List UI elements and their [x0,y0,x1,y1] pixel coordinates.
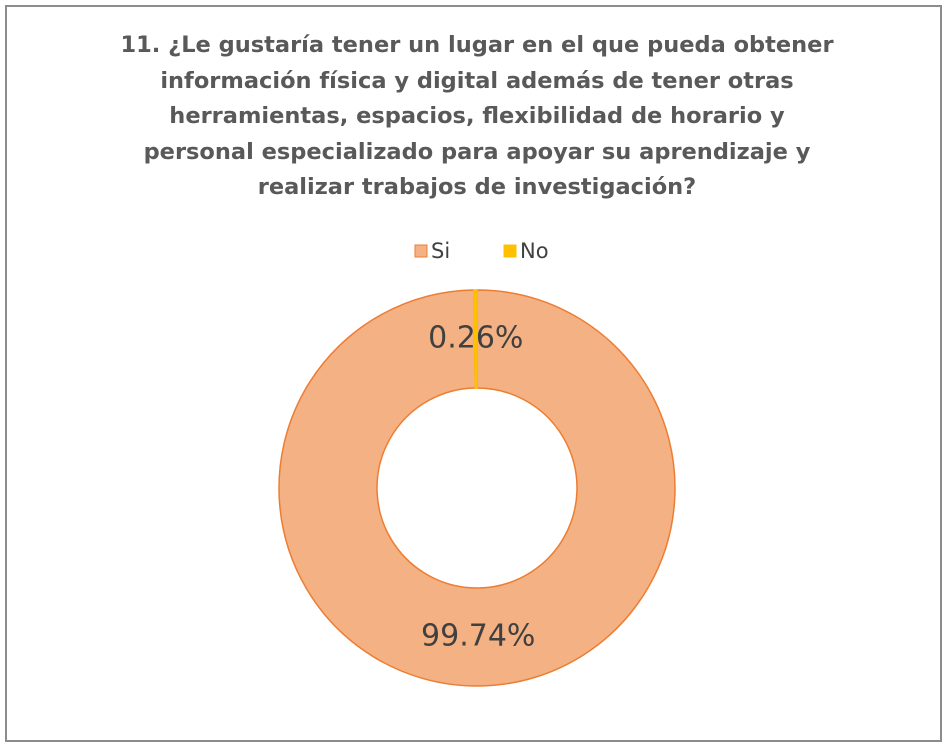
chart-frame [5,5,942,742]
doughnut-segment [278,289,676,687]
legend-label: No [520,239,549,263]
chart-title: 11. ¿Le gustaría tener un lugar en el qu… [120,32,834,200]
legend-swatch [414,244,428,258]
doughnut-segment [473,289,478,389]
data-label: 99.74% [421,618,535,653]
data-label: 0.26% [428,321,523,356]
legend-label: Si [431,239,450,263]
legend-swatch [503,244,517,258]
